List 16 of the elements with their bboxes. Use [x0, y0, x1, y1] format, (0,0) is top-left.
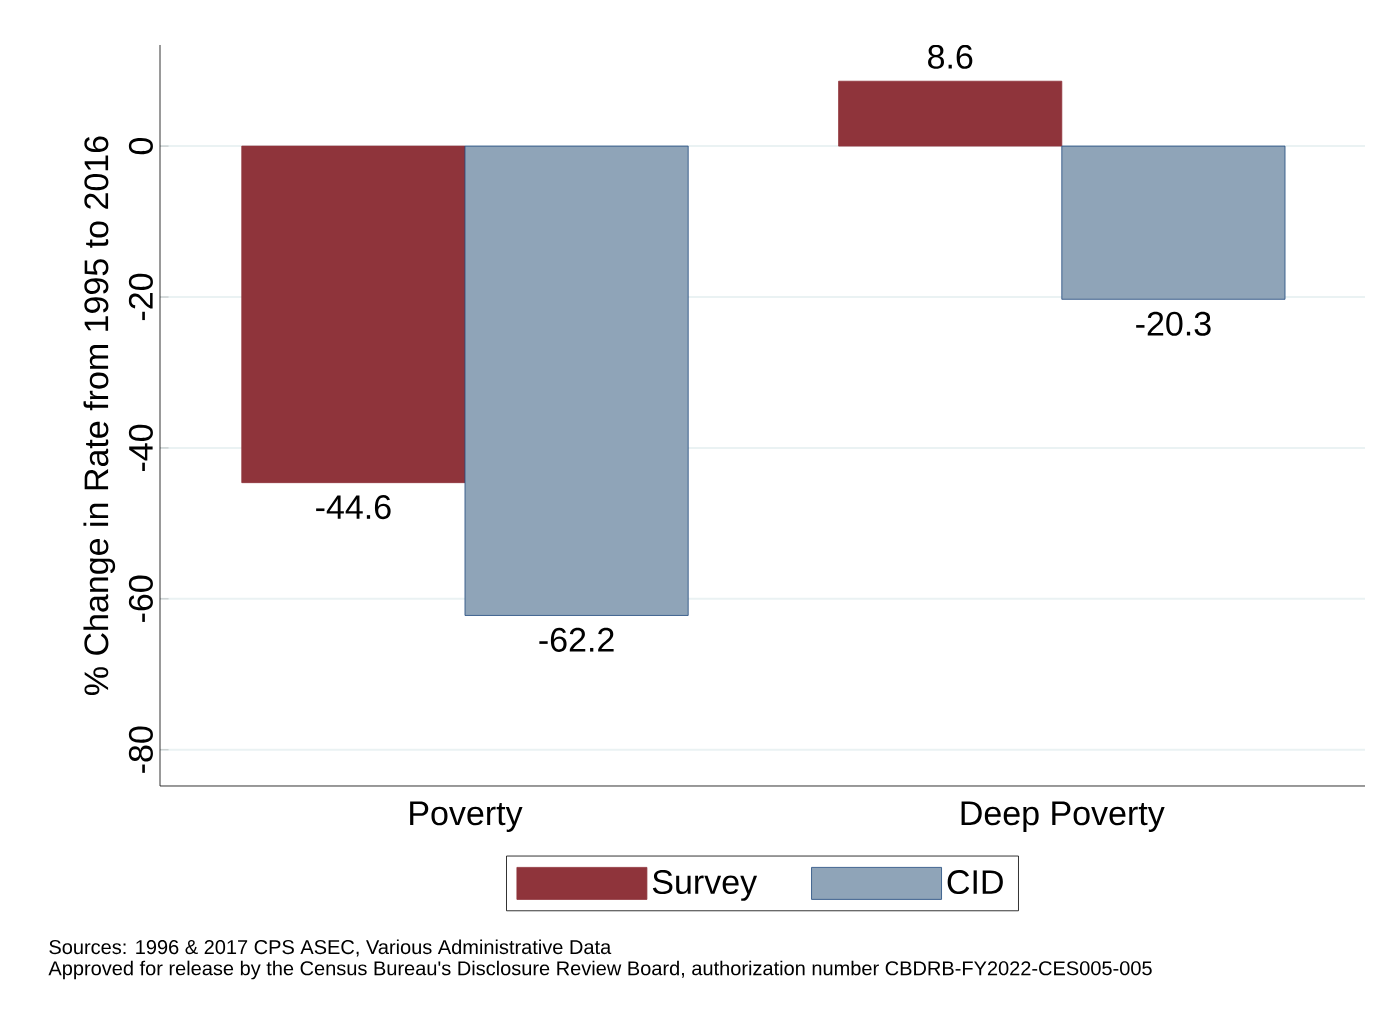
- x-tick-label: Poverty: [410, 801, 523, 833]
- data-label: -44.6: [316, 495, 391, 520]
- source-note: Sources: 1996 & 2017 CPS ASEC, Various Administrative Data: [49, 939, 612, 957]
- y-tick-label: -60: [128, 575, 153, 622]
- data-label: 8.6: [928, 44, 973, 69]
- legend-label: CID: [947, 870, 1003, 895]
- legend-label: Survey: [652, 870, 758, 901]
- y-tick-label: 0: [128, 137, 153, 155]
- text: Approved for release by the Census Bureau's Disclosure Review Board, authorization number CBDRB-FY2022-CES005-005: [48, 960, 1152, 980]
- x-tick-label: Deep Poverty: [961, 801, 1165, 833]
- data-label: -62.2: [539, 627, 614, 652]
- y-tick-label: -20: [128, 273, 153, 321]
- y-axis-title: % Change in Rate from 1995 to 2016: [83, 136, 116, 695]
- y-tick-label: -80: [128, 726, 153, 773]
- y-tick-label: -40: [128, 424, 153, 471]
- data-label: -20.3: [1136, 311, 1211, 336]
